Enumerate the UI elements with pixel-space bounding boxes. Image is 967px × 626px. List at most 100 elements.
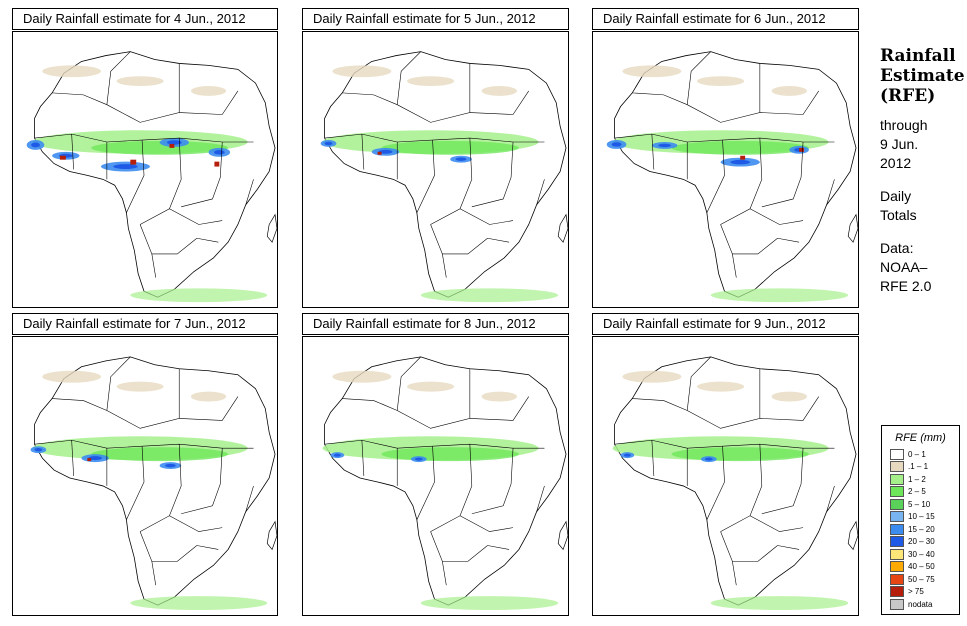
africa-map: [322, 356, 568, 611]
sidebar-title-line3: (RFE): [880, 86, 936, 106]
rain-patch-extreme: [130, 159, 137, 165]
rain-patch-core: [414, 457, 423, 461]
country-border: [761, 141, 804, 208]
country-border: [777, 237, 800, 243]
panel-title: Daily Rainfall estimate for 7 Jun., 2012: [12, 313, 278, 335]
country-border: [749, 208, 804, 225]
rainfall-map: [12, 336, 278, 616]
rain-patch-core: [31, 142, 40, 148]
ocean-rain: [710, 288, 849, 303]
legend-label: 10 – 15: [908, 512, 935, 522]
country-border: [536, 179, 545, 205]
country-border: [442, 561, 447, 586]
rain-patch-extreme: [59, 155, 66, 160]
country-border: [151, 253, 157, 278]
country-border: [52, 92, 107, 105]
data-label: Data:: [880, 240, 914, 256]
country-border: [826, 485, 835, 512]
country-border: [430, 138, 473, 225]
rain-patch-core: [704, 457, 713, 461]
legend-swatch: [890, 536, 904, 548]
dry-patch: [332, 65, 392, 78]
legend-item: > 75: [882, 586, 959, 599]
legend-swatch: [890, 548, 904, 560]
country-border: [487, 237, 510, 243]
country-border: [632, 398, 688, 411]
country-border: [430, 224, 488, 255]
country-border: [397, 368, 471, 429]
country-border: [71, 440, 74, 477]
legend-item: 1 – 2: [882, 473, 959, 486]
africa-map: [612, 356, 858, 611]
rain-patch-core: [113, 164, 138, 170]
country-border: [139, 138, 182, 225]
country-border: [181, 448, 223, 515]
rain-patch-core: [34, 447, 43, 452]
country-border: [471, 141, 514, 208]
rain-patch-core: [88, 456, 102, 461]
legend-label: 40 – 50: [908, 562, 935, 572]
rain-patch-core: [455, 157, 467, 161]
country-border: [686, 51, 711, 105]
panel-title: Daily Rainfall estimate for 5 Jun., 2012: [302, 8, 569, 30]
country-border: [720, 224, 778, 255]
country-border: [71, 134, 74, 170]
country-border: [106, 368, 180, 429]
dry-patch: [697, 76, 745, 87]
rain-patch-core: [378, 149, 393, 154]
dry-patch: [771, 391, 807, 402]
panel-title: Daily Rainfall estimate for 9 Jun., 2012: [592, 313, 859, 335]
ocean-rain: [130, 596, 268, 611]
country-border: [777, 545, 800, 550]
sidebar: Rainfall Estimate (RFE) through 9 Jun. 2…: [880, 46, 965, 296]
country-border: [686, 356, 711, 411]
ocean-rain: [420, 596, 559, 611]
country-border: [179, 90, 239, 115]
dry-patch: [771, 86, 807, 96]
rain-band-core: [671, 141, 809, 155]
legend-item: 30 – 40: [882, 548, 959, 561]
legend: RFE (mm) 0 – 1 .1 – 1 1 – 2 2 – 5 5 – 10 10 –…: [881, 425, 960, 615]
legend-rows: 0 – 1 .1 – 1 1 – 2 2 – 5 5 – 10 10 – 15 15 – 2…: [882, 448, 959, 611]
legend-label: 5 – 10: [908, 499, 931, 509]
rain-patch-core: [611, 142, 622, 147]
legend-label: 1 – 2: [908, 474, 926, 484]
legend-item: 15 – 20: [882, 523, 959, 536]
country-border: [706, 446, 725, 520]
legend-swatch: [890, 598, 904, 610]
country-border: [720, 444, 763, 532]
country-border: [471, 448, 514, 515]
legend-label: 30 – 40: [908, 549, 935, 559]
country-border: [245, 179, 254, 205]
rain-patch-core: [658, 143, 672, 148]
rain-patch-core: [623, 453, 631, 457]
country-border: [361, 440, 365, 477]
rain-patch-core: [165, 463, 176, 468]
country-border: [196, 237, 219, 243]
sidebar-title-line2: Estimate: [880, 66, 965, 86]
data-source-line1: NOAA–: [880, 259, 928, 275]
country-border: [469, 396, 529, 421]
dry-patch: [697, 381, 745, 392]
country-border: [759, 396, 819, 421]
dry-patch: [190, 391, 227, 402]
legend-label: 20 – 30: [908, 537, 935, 547]
country-border: [126, 446, 145, 520]
rainfall-map: [12, 31, 278, 308]
country-border: [706, 140, 725, 213]
rain-band-core: [381, 141, 519, 155]
rain-patch-core: [213, 150, 225, 155]
legend-label: 15 – 20: [908, 524, 935, 534]
legend-label: 50 – 75: [908, 574, 935, 584]
panel-title: Daily Rainfall estimate for 4 Jun., 2012: [12, 8, 278, 30]
country-border: [139, 224, 198, 255]
dry-patch: [116, 381, 164, 392]
rain-patch-core: [730, 159, 751, 165]
legend-swatch: [890, 473, 904, 485]
continent-outline: [324, 51, 567, 298]
country-border: [720, 531, 778, 562]
dry-patch: [332, 370, 392, 383]
rain-patch-core: [167, 140, 182, 145]
legend-item: .1 – 1: [882, 461, 959, 474]
country-border: [687, 63, 761, 123]
